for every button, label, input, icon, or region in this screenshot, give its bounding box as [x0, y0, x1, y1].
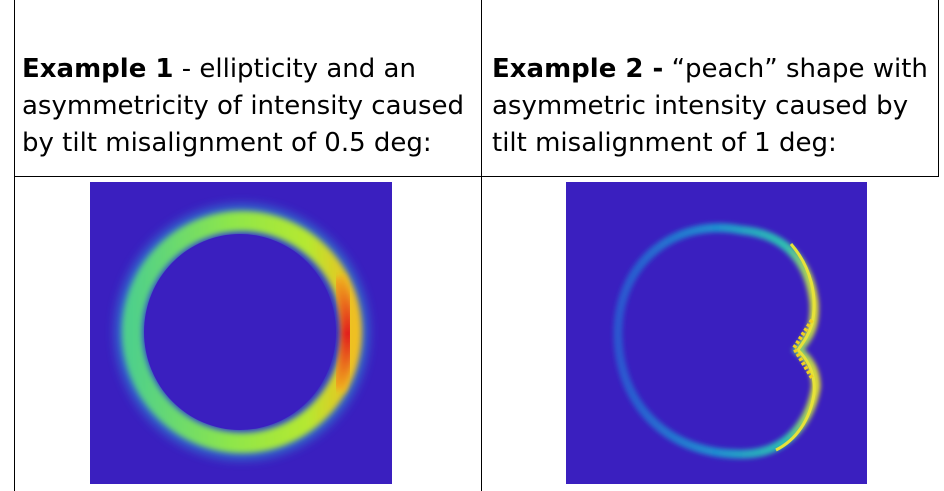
plot-1-hotspot: [331, 274, 355, 393]
example-1-caption-line-3: by tilt misalignment of 0.5 deg:: [22, 128, 432, 158]
example-1-caption-line-1: - ellipticity and an: [173, 54, 416, 84]
example-2-caption-line-3: tilt misalignment of 1 deg:: [492, 128, 837, 158]
example-2-label: Example 2 -: [492, 54, 664, 84]
example-1-caption-line-2: asymmetricity of intensity caused: [22, 91, 465, 121]
plot-2-bright-edge: [775, 243, 816, 452]
peach-shaped-ring-intensity-plot: [566, 182, 867, 484]
table-border-right: [938, 0, 939, 177]
table-border-left: [14, 0, 15, 491]
table-row-divider: [14, 176, 939, 177]
example-2-caption-line-2: asymmetric intensity caused by: [492, 91, 909, 121]
example-2-caption-line-1: “peach” shape with: [663, 54, 928, 84]
example-1-label: Example 1: [22, 54, 174, 84]
example-2-caption: Example 2 - “peach” shape with asymmetri…: [492, 51, 928, 162]
example-1-caption: Example 1 - ellipticity and an asymmetri…: [22, 51, 464, 162]
plot-2-cusp: [791, 318, 814, 380]
elliptical-ring-intensity-plot: [90, 182, 392, 484]
table-divider-middle: [481, 0, 482, 491]
